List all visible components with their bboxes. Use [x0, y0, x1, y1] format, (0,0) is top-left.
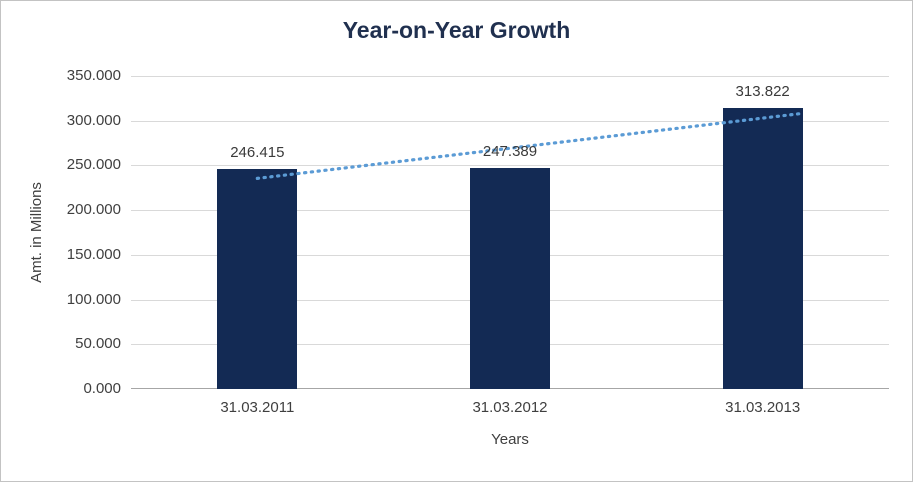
data-label: 313.822 [735, 83, 790, 101]
y-tick-label: 350.000 [66, 67, 121, 84]
x-axis-title: Years [491, 431, 529, 448]
gridline [131, 76, 889, 77]
y-tick-label: 50.000 [75, 335, 121, 353]
trendline [255, 111, 803, 180]
bar-31.03.2011 [217, 168, 298, 389]
data-label: 246.415 [230, 143, 285, 161]
y-tick-label: 200.000 [66, 201, 121, 219]
y-tick-label: 150.000 [66, 245, 121, 263]
y-tick-label: 300.000 [66, 111, 121, 129]
bar-31.03.2012 [470, 167, 550, 389]
data-label: 247.389 [482, 142, 538, 160]
y-tick-label: 250.000 [66, 156, 121, 174]
bar-31.03.2013 [722, 108, 803, 389]
x-tick-label: 31.03.2012 [472, 399, 548, 416]
y-tick-label: 0.000 [83, 380, 121, 397]
gridline [131, 165, 889, 167]
x-tick-label: 31.03.2011 [220, 399, 295, 416]
y-axis-title-text: Amt. in Millions [27, 182, 45, 283]
gridline [131, 120, 889, 122]
plot-area [131, 76, 889, 389]
y-tick-label: 100.000 [66, 290, 121, 308]
chart-title: Year-on-Year Growth [342, 17, 571, 43]
x-tick-label: 31.03.2013 [725, 399, 801, 416]
